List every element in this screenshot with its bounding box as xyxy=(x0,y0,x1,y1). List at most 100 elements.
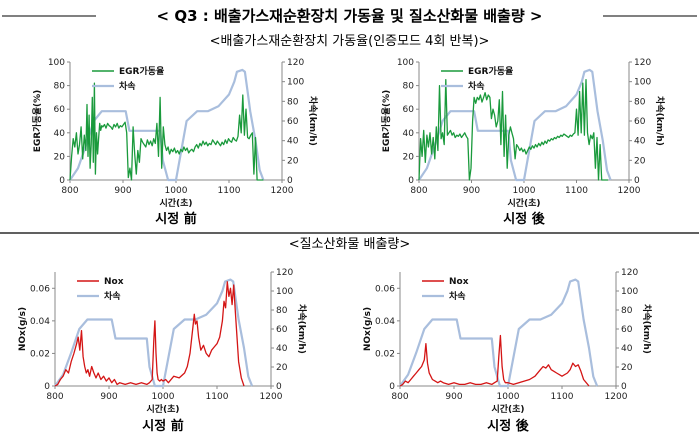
y-left-tick-label: 80 xyxy=(54,82,66,92)
y-left-axis-label: NOx(g/s) xyxy=(363,307,373,351)
y-left-tick-label: 0.06 xyxy=(30,284,50,294)
x-tick-label: 1200 xyxy=(605,392,628,402)
y-left-tick-label: 60 xyxy=(54,105,66,115)
y-right-tick-label: 20 xyxy=(287,156,299,166)
y-right-tick-label: 120 xyxy=(287,58,304,68)
main-title: < Q3 : 배출가스재순환장치 가동율 및 질소산화물 배출량 > xyxy=(157,7,543,25)
x-axis-label: 시간(초) xyxy=(159,197,192,209)
legend-label: Nox xyxy=(104,277,124,287)
x-tick-label: 900 xyxy=(463,186,480,196)
y-right-tick-label: 60 xyxy=(276,325,288,335)
legend-label: EGR가동율 xyxy=(468,65,513,77)
legend-label: 차속 xyxy=(449,290,466,302)
chart-egr-before: 800 900 1000 1100 12000204060801000204060801… xyxy=(31,58,319,227)
series-line-main xyxy=(399,334,590,387)
legend-label: 차속 xyxy=(119,80,136,92)
y-left-tick-label: 0.02 xyxy=(30,349,50,359)
y-left-tick-label: 0 xyxy=(389,382,395,392)
y-left-tick-label: 40 xyxy=(403,129,415,139)
y-left-tick-label: 0 xyxy=(408,176,414,186)
legend-label: EGR가동율 xyxy=(119,65,164,77)
series-line-speed xyxy=(418,68,612,182)
y-left-axis-label: EGR가동율(%) xyxy=(380,90,392,153)
section2-title: <질소산화물 배출량> xyxy=(289,237,411,252)
y-right-tick-label: 40 xyxy=(276,344,288,354)
section1-title: <배출가스재순환장치 가동율(인증모드 4회 반복)> xyxy=(210,34,490,49)
x-axis-label: 시간(초) xyxy=(507,197,540,209)
y-right-tick-label: 80 xyxy=(287,97,299,107)
x-tick-label: 900 xyxy=(100,392,117,402)
y-left-tick-label: 20 xyxy=(54,152,66,162)
x-tick-label: 800 xyxy=(391,392,408,402)
series-line-main xyxy=(54,281,245,387)
y-left-axis-label: EGR가동율(%) xyxy=(31,90,43,153)
y-left-tick-label: 40 xyxy=(54,129,66,139)
legend-label: Nox xyxy=(449,277,469,287)
y-right-tick-label: 100 xyxy=(634,78,651,88)
x-tick-label: 1100 xyxy=(206,392,229,402)
series-line-speed xyxy=(69,68,265,182)
y-right-tick-label: 0 xyxy=(287,176,293,186)
y-right-tick-label: 60 xyxy=(621,325,633,335)
y-right-tick-label: 100 xyxy=(621,287,638,297)
y-left-tick-label: 0.04 xyxy=(30,317,50,327)
y-right-tick-label: 100 xyxy=(276,287,293,297)
x-tick-label: 1200 xyxy=(271,186,294,196)
y-left-tick-label: 80 xyxy=(403,82,415,92)
y-right-tick-label: 60 xyxy=(287,117,299,127)
y-right-tick-label: 80 xyxy=(621,306,633,316)
y-right-tick-label: 120 xyxy=(276,268,293,278)
y-right-tick-label: 0 xyxy=(621,382,627,392)
x-tick-label: 1100 xyxy=(218,186,241,196)
chart-caption: 시정 前 xyxy=(142,418,183,434)
y-right-tick-label: 120 xyxy=(634,58,651,68)
y-right-tick-label: 20 xyxy=(621,363,633,373)
y-left-tick-label: 20 xyxy=(403,152,415,162)
y-left-tick-label: 100 xyxy=(397,58,414,68)
x-tick-label: 1200 xyxy=(618,186,641,196)
x-tick-label: 1100 xyxy=(551,392,574,402)
chart-nox-before: 800 900 1000 1100 120000.020.040.06020406080… xyxy=(18,268,308,434)
y-right-tick-label: 40 xyxy=(621,344,633,354)
y-left-tick-label: 100 xyxy=(48,58,65,68)
y-right-tick-label: 0 xyxy=(276,382,282,392)
x-axis-label: 시간(초) xyxy=(146,403,179,415)
x-tick-label: 900 xyxy=(114,186,131,196)
x-axis-label: 시간(초) xyxy=(491,403,524,415)
y-left-axis-label: NOx(g/s) xyxy=(18,307,28,351)
y-right-tick-label: 80 xyxy=(276,306,288,316)
chart-egr-after: 800 900 1000 1100 12000204060801000204060801… xyxy=(380,58,666,227)
y-right-tick-label: 40 xyxy=(287,137,299,147)
chart-caption: 시정 後 xyxy=(487,418,529,434)
y-right-axis-label: 차속(km/h) xyxy=(641,304,653,354)
y-left-tick-label: 60 xyxy=(403,105,415,115)
x-tick-label: 1000 xyxy=(497,392,520,402)
y-left-tick-label: 0.02 xyxy=(375,349,395,359)
x-tick-label: 800 xyxy=(61,186,78,196)
y-right-axis-label: 차속(km/h) xyxy=(654,96,666,146)
x-tick-label: 1100 xyxy=(565,186,588,196)
chart-nox-after: 800 900 1000 1100 120000.020.040.06020406080… xyxy=(363,268,653,434)
chart-caption: 시정 前 xyxy=(155,211,196,227)
y-right-tick-label: 40 xyxy=(634,137,646,147)
y-right-tick-label: 20 xyxy=(276,363,288,373)
y-right-tick-label: 20 xyxy=(634,156,646,166)
legend-label: 차속 xyxy=(468,80,485,92)
x-tick-label: 800 xyxy=(410,186,427,196)
y-right-tick-label: 100 xyxy=(287,78,304,88)
y-left-tick-label: 0.04 xyxy=(375,317,395,327)
y-right-tick-label: 80 xyxy=(634,97,646,107)
series-line-main xyxy=(69,82,264,181)
x-tick-label: 1000 xyxy=(513,186,536,196)
chart-caption: 시정 後 xyxy=(503,211,545,227)
x-tick-label: 1000 xyxy=(165,186,188,196)
y-left-tick-label: 0 xyxy=(44,382,50,392)
legend-label: 차속 xyxy=(104,290,121,302)
y-right-tick-label: 0 xyxy=(634,176,640,186)
y-left-tick-label: 0 xyxy=(59,176,65,186)
series-line-main xyxy=(418,79,608,181)
y-right-axis-label: 차속(km/h) xyxy=(296,304,308,354)
x-tick-label: 1200 xyxy=(260,392,283,402)
y-left-tick-label: 0.06 xyxy=(375,284,395,294)
